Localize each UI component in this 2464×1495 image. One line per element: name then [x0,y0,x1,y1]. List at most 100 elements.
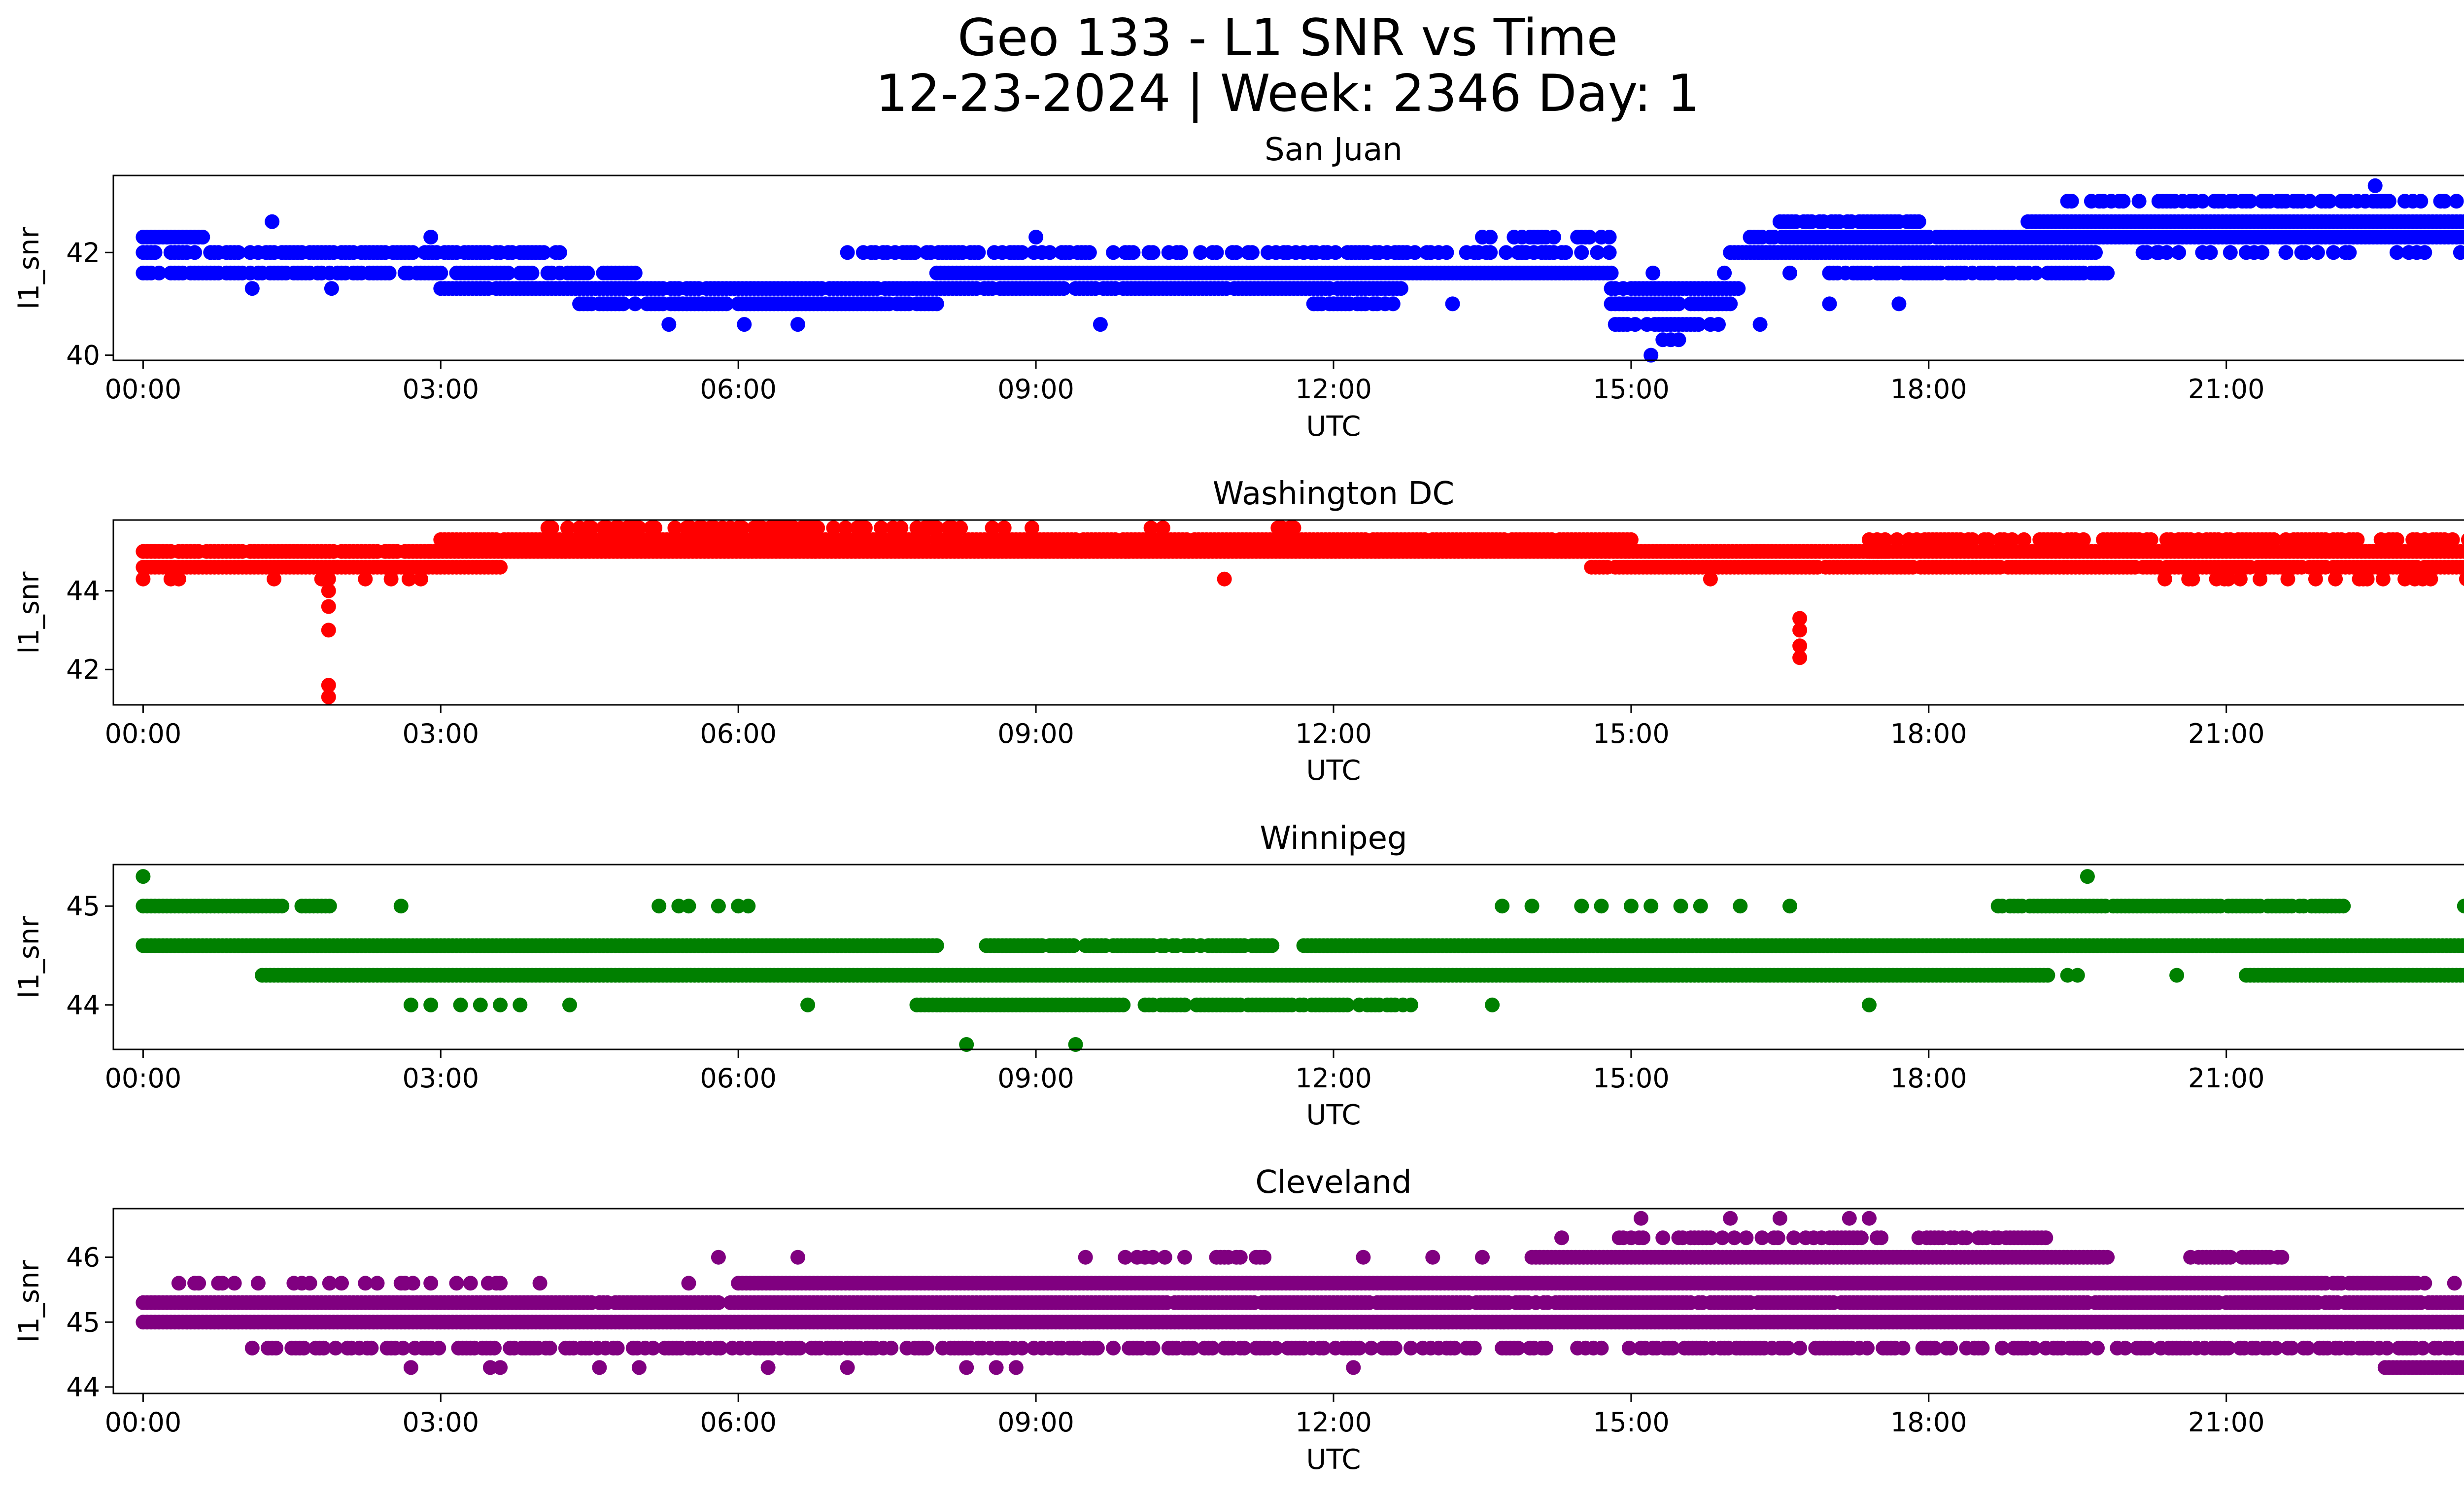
data-point [1385,296,1401,312]
data-point [171,571,186,587]
y-tick-label: 44 [66,576,100,607]
data-point [493,997,508,1012]
data-point [1328,245,1343,260]
data-point [544,521,559,535]
data-point [1711,317,1726,332]
x-tick-label: 15:00 [1593,1063,1670,1094]
x-tick-label: 09:00 [997,1407,1074,1438]
y-tick-label: 40 [66,340,100,371]
data-point [2350,532,2365,547]
data-point [929,521,944,535]
data-point [1891,296,1907,312]
data-point [2223,245,2238,260]
data-point [2116,194,2131,209]
data-point [136,571,151,587]
x-tick-label: 15:00 [1593,1407,1670,1438]
subplot-cleveland: Cleveland l1_snr UTC 00:00 03:00 06:00 09:0… [13,1164,2464,1476]
data-point [1229,245,1244,260]
data-point [616,296,631,312]
data-point [321,599,336,614]
data-point [381,265,397,280]
x-tick-label: 03:00 [402,1063,479,1094]
data-point [1244,245,1260,260]
data-point [2326,245,2341,260]
data-point [1042,245,1058,260]
data-point [2149,245,2164,260]
x-tick-label: 06:00 [700,718,777,749]
data-point [2088,245,2103,260]
data-point [453,997,468,1012]
x-tick-label: 06:00 [700,1407,777,1438]
data-point [1643,348,1659,363]
y-tick-label: 45 [66,891,100,922]
y-tick-label: 44 [66,1372,100,1403]
data-point [2302,194,2317,209]
data-point [2064,194,2079,209]
x-tick-label: 03:00 [402,374,479,405]
data-point [741,899,756,914]
data-point [1691,317,1706,332]
data-point [584,521,599,535]
data-point [2389,532,2404,547]
data-point [2413,194,2429,209]
data-point [2375,571,2391,587]
x-tick-label: 18:00 [1890,718,1967,749]
data-point [2080,869,2095,884]
y-tick-label: 45 [66,1307,100,1338]
data-point [413,571,428,587]
data-point [1173,245,1188,260]
data-point [1582,230,1597,244]
x-tick-label: 09:00 [997,1063,1074,1094]
data-point [2280,571,2295,587]
x-tick-label: 00:00 [105,1063,182,1094]
data-point [1209,245,1224,260]
data-point [2255,245,2270,260]
data-point [1731,281,1746,296]
data-point [2143,532,2158,547]
data-point [2203,245,2218,260]
data-point [1082,245,1097,260]
data-point [2367,178,2383,193]
data-point [737,317,752,332]
data-point [1485,997,1500,1012]
data-point [562,997,577,1012]
data-point [1217,571,1232,587]
data-point [2028,265,2044,280]
data-point [1265,938,1280,953]
scatter-points [136,869,2464,1052]
data-point [2060,968,2075,983]
data-point [1093,317,1108,332]
data-point [358,571,373,587]
data-point [719,296,734,312]
data-point [1499,245,1514,260]
x-tick-label: 06:00 [700,374,777,405]
subplot-washington-dc: Washington DC l1_snr UTC 00:00 03:00 06:00… [13,476,2464,787]
data-point [1445,296,1460,312]
data-point [1792,623,1808,638]
y-axis-label: l1_snr [13,571,45,654]
data-point [2328,571,2343,587]
figure-title-line1: Geo 133 - L1 SNR vs Time [958,8,1618,68]
data-point [405,245,420,260]
data-point [1407,245,1423,260]
data-point [631,521,647,535]
data-point [929,296,944,312]
data-point [1143,521,1159,535]
data-point [907,245,923,260]
data-point [267,571,282,587]
data-point [1558,245,1573,260]
data-point [1723,296,1738,312]
y-tick-label: 44 [66,990,100,1021]
data-point [1643,899,1659,914]
subplot-title: Winnipeg [1260,820,1407,857]
data-point [1524,899,1540,914]
data-point [857,521,873,535]
data-point [322,899,337,914]
data-point [1193,245,1208,260]
data-point [324,281,339,296]
data-point [1628,317,1643,332]
data-point [2131,194,2147,209]
x-tick-label: 09:00 [997,718,1074,749]
data-point [1393,281,1408,296]
